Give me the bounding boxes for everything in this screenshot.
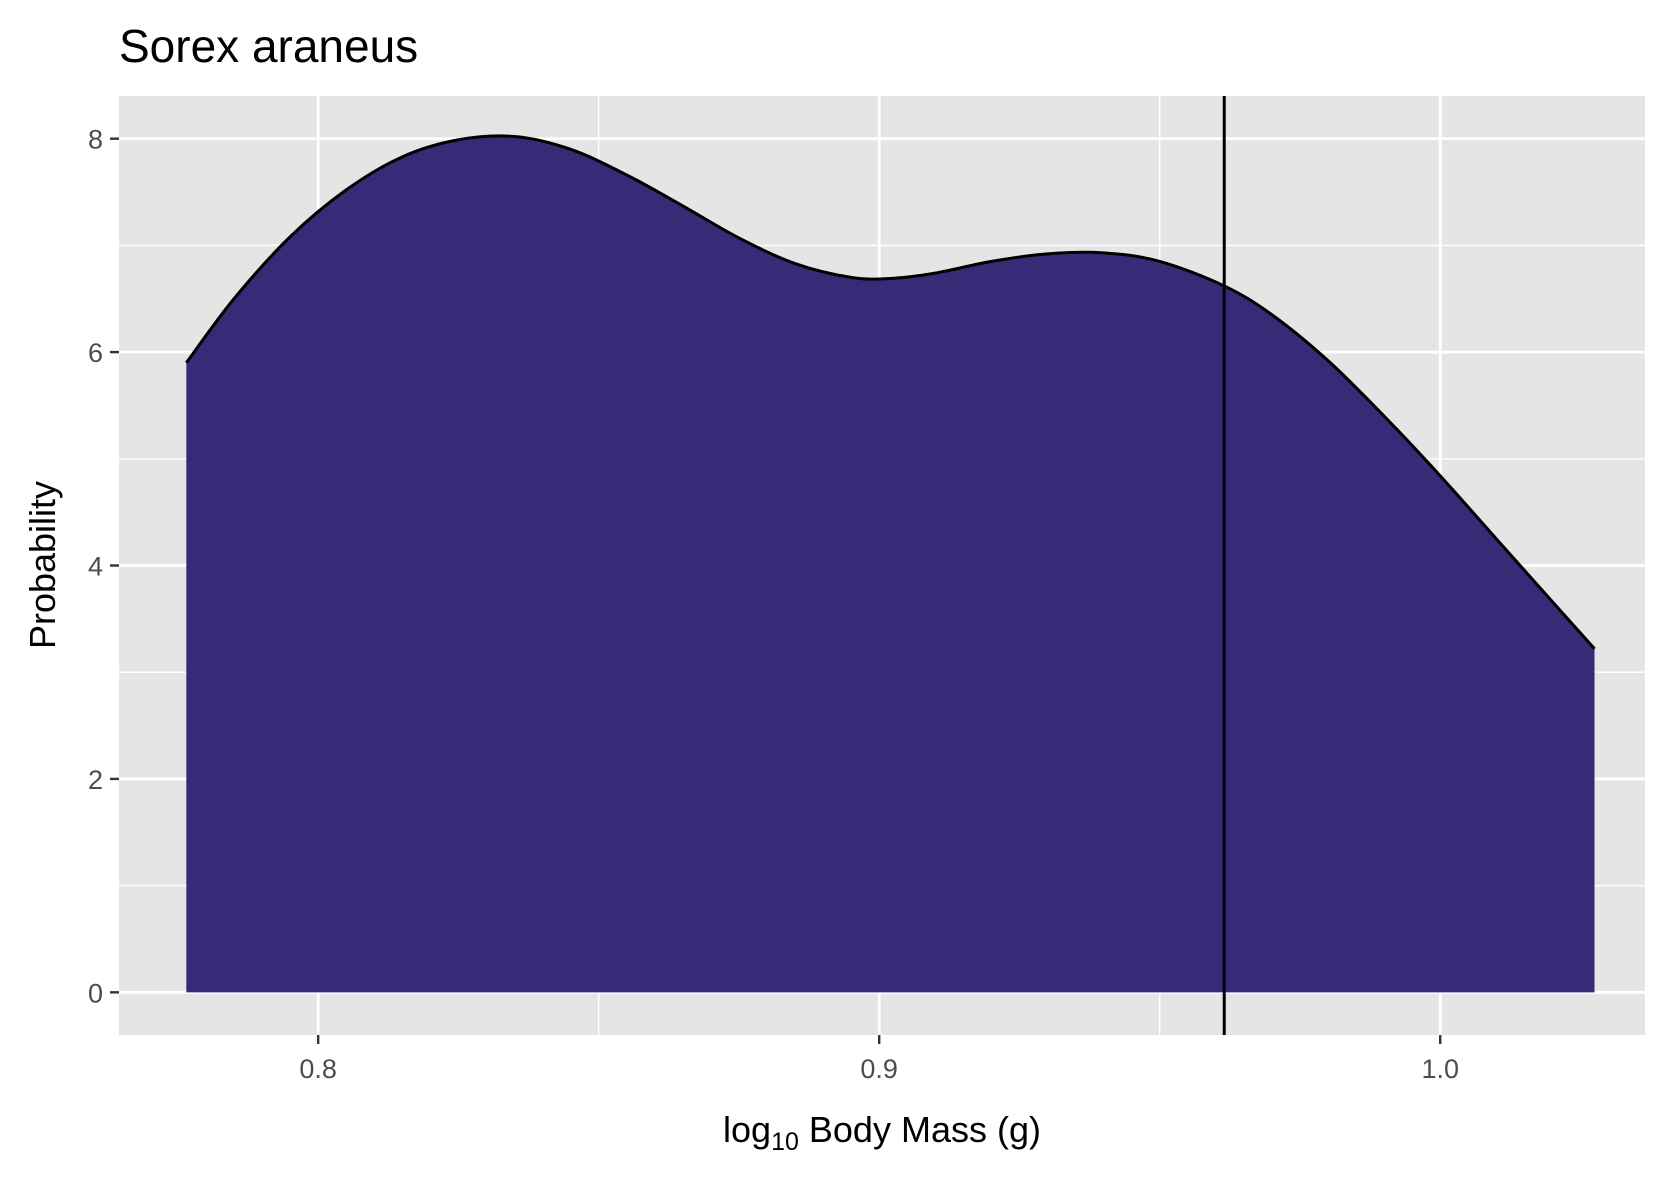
x-tick-label: 0.8 (299, 1054, 337, 1084)
x-axis-title-log: log (723, 1109, 771, 1150)
y-tick-label: 8 (88, 125, 103, 155)
x-tick-label: 0.9 (860, 1054, 898, 1084)
density-curve (185, 134, 1596, 650)
density-area (186, 135, 1595, 993)
y-axis-ticks: 0 2 4 6 8 (88, 125, 119, 1008)
x-axis-ticks: 0.8 0.9 1.0 (299, 1035, 1459, 1084)
y-tick-label: 6 (88, 338, 103, 368)
x-axis-title-subscript: 10 (771, 1128, 799, 1156)
x-axis-title-text: Body Mass (g) (799, 1109, 1041, 1150)
x-axis-title: log10 Body Mass (g) (723, 1109, 1041, 1156)
y-tick-label: 0 (88, 978, 103, 1008)
y-axis-title: Probability (22, 481, 63, 649)
chart-title: Sorex araneus (119, 20, 418, 72)
y-tick-label: 4 (88, 552, 103, 582)
x-tick-label: 1.0 (1421, 1054, 1459, 1084)
y-tick-label: 2 (88, 765, 103, 795)
